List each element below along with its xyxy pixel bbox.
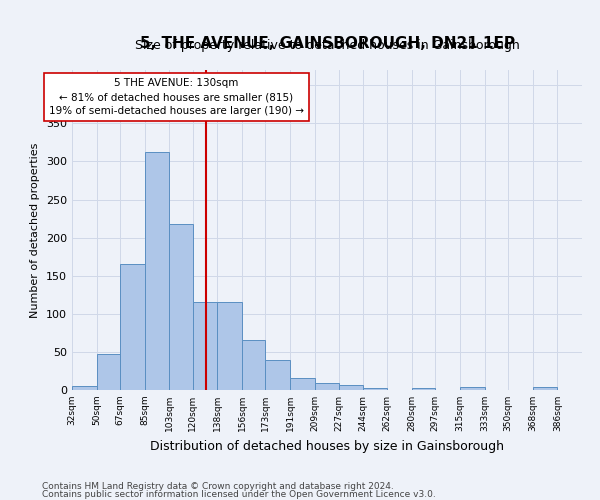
X-axis label: Distribution of detached houses by size in Gainsborough: Distribution of detached houses by size … (150, 440, 504, 452)
Bar (362, 388, 388, 390)
Bar (460, 387, 485, 390)
Y-axis label: Number of detached properties: Number of detached properties (31, 142, 40, 318)
Bar (265, 360, 290, 390)
Bar (340, 384, 362, 390)
Text: Contains HM Land Registry data © Crown copyright and database right 2024.: Contains HM Land Registry data © Crown c… (42, 482, 394, 491)
Bar (97, 354, 120, 390)
Bar (169, 224, 193, 390)
Bar (145, 152, 169, 390)
Bar (242, 340, 265, 390)
Bar (314, 383, 340, 390)
Text: 5 THE AVENUE: 130sqm
← 81% of detached houses are smaller (815)
19% of semi-deta: 5 THE AVENUE: 130sqm ← 81% of detached h… (49, 78, 304, 116)
Text: Size of property relative to detached houses in Gainsborough: Size of property relative to detached ho… (134, 40, 520, 52)
Bar (290, 378, 314, 390)
Text: Contains public sector information licensed under the Open Government Licence v3: Contains public sector information licen… (42, 490, 436, 499)
Bar (120, 264, 145, 390)
Bar (412, 388, 436, 390)
Title: 5, THE AVENUE, GAINSBOROUGH, DN21 1EP: 5, THE AVENUE, GAINSBOROUGH, DN21 1EP (139, 36, 515, 51)
Bar (72, 386, 97, 390)
Bar (217, 302, 242, 390)
Bar (193, 302, 217, 390)
Bar (533, 387, 557, 390)
